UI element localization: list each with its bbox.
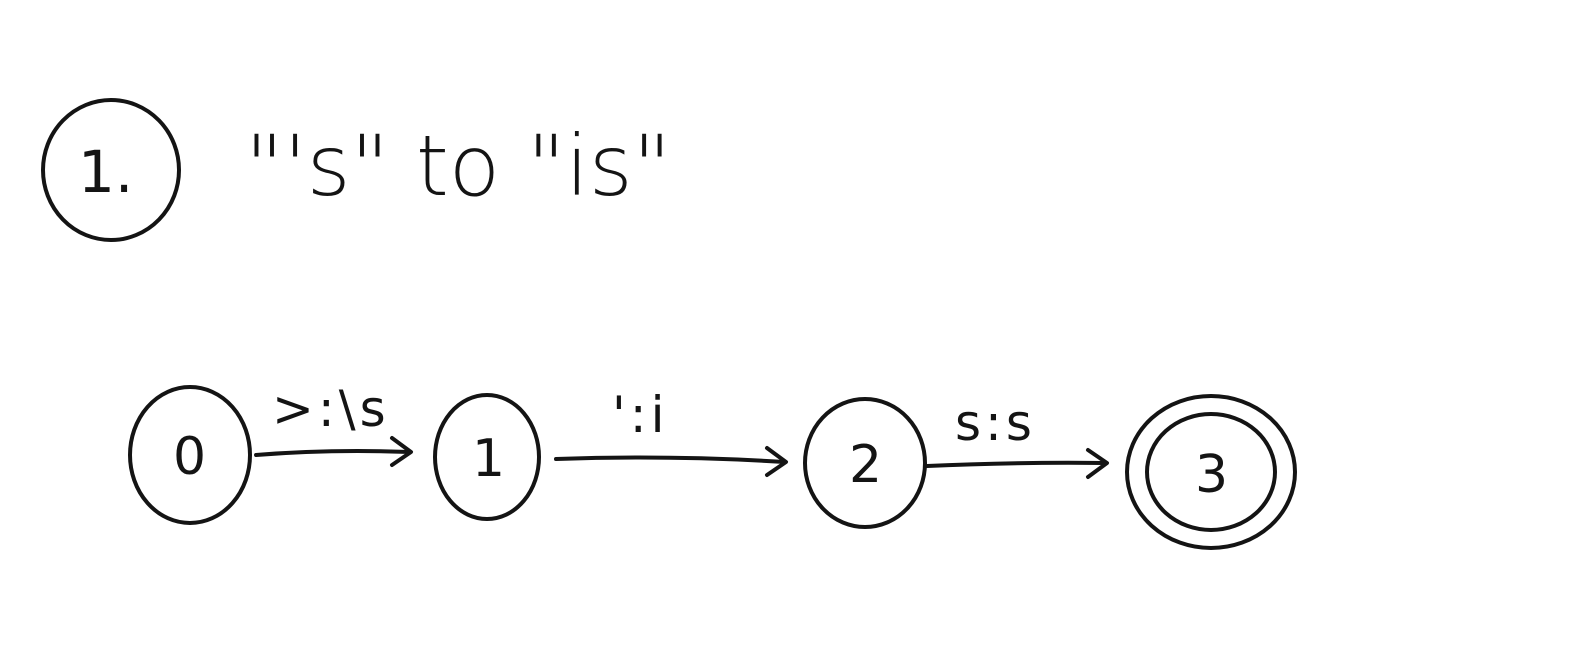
state-1-circle (433, 393, 541, 521)
transition-1-2-label: ':i (612, 386, 668, 444)
state-0: 0 (128, 385, 252, 525)
state-2: 2 (803, 397, 927, 529)
transition-1-2-arrow (554, 455, 787, 464)
state-3-label: 3 (1195, 445, 1228, 505)
state-3: 3 (1125, 394, 1297, 550)
transition-0-1: >:\s (254, 380, 413, 467)
transition-0-1-arrow (254, 449, 412, 457)
transition-2-3-label: s:s (955, 394, 1036, 452)
transition-0-1-arrowhead (390, 436, 413, 467)
state-3-outer-circle (1125, 394, 1297, 550)
state-0-label: 0 (173, 427, 206, 487)
state-2-circle (803, 397, 927, 529)
state-3-inner-circle (1145, 412, 1277, 532)
state-1-label: 1 (472, 429, 505, 489)
transition-1-2: ':i (554, 386, 788, 477)
state-0-circle (128, 385, 252, 525)
state-1: 1 (433, 393, 541, 521)
transition-1-2-arrowhead (765, 446, 788, 477)
transition-2-3-arrow (925, 460, 1108, 468)
transition-2-3-arrowhead (1086, 448, 1109, 479)
heading-number-badge: 1. (41, 98, 181, 242)
heading-title: "'s" to "is" (245, 117, 671, 215)
state-2-label: 2 (849, 435, 882, 495)
heading-number-circle (41, 98, 181, 242)
transition-0-1-label: >:\s (272, 380, 390, 438)
transition-2-3: s:s (925, 394, 1109, 479)
heading-number: 1. (78, 138, 133, 206)
